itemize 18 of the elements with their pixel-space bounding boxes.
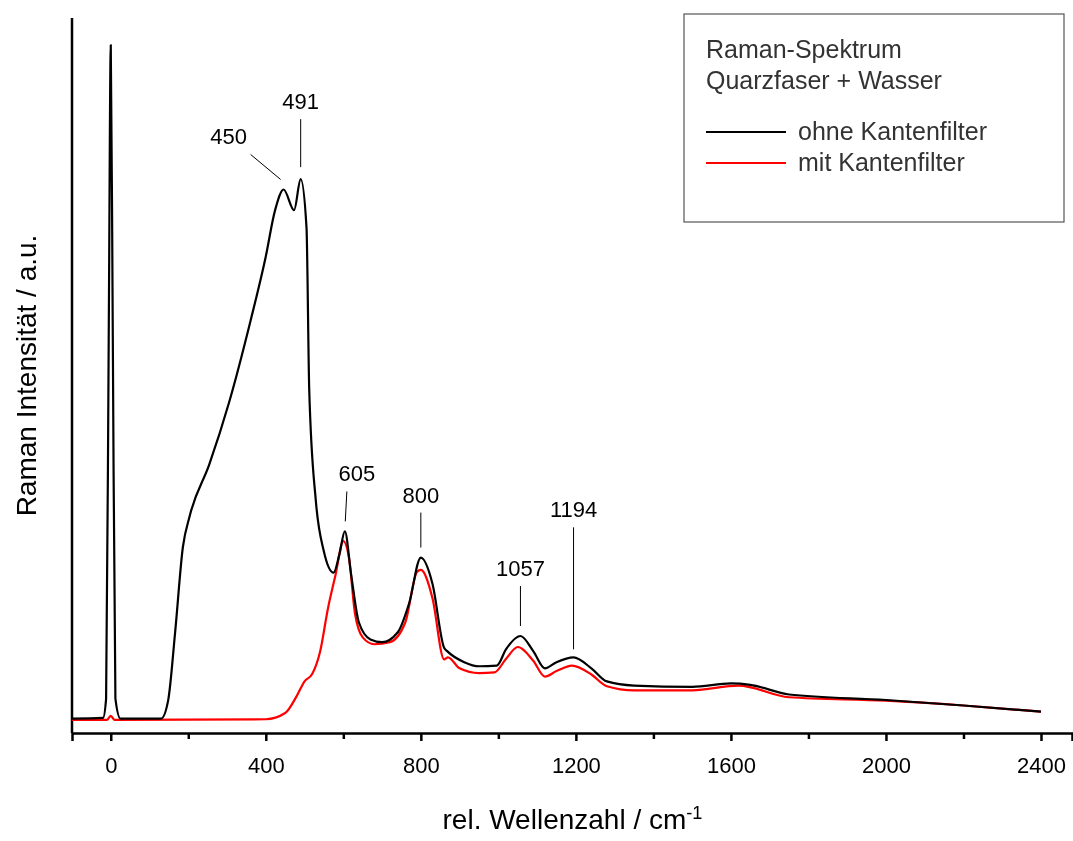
annotation: 450 [210, 124, 247, 150]
legend-label: ohne Kantenfilter [798, 117, 988, 145]
y-axis-title: Raman Intensität / a.u. [11, 234, 42, 517]
annotation: 1057 [495, 555, 545, 581]
legend-title: Raman-Spektrum Quarzfaser + Wasser [706, 35, 942, 94]
x-tick-label: 2400 [1017, 752, 1066, 778]
x-tick-label: 2000 [861, 752, 911, 778]
x-tick-label: 400 [247, 752, 285, 778]
annotation: 491 [282, 89, 320, 115]
x-tick-label: 800 [402, 752, 440, 778]
annotation: 605 [338, 461, 376, 487]
x-tick-label: 0 [105, 752, 118, 778]
x-tick-label: 1600 [706, 752, 756, 778]
x-tick-label: 1200 [551, 752, 601, 778]
annotation: 1194 [549, 497, 598, 523]
x-axis-title: rel. Wellenzahl / cm$^{-1}$ [442, 803, 703, 835]
annotation: 800 [402, 482, 440, 508]
legend-label: mit Kantenfilter [798, 148, 965, 176]
